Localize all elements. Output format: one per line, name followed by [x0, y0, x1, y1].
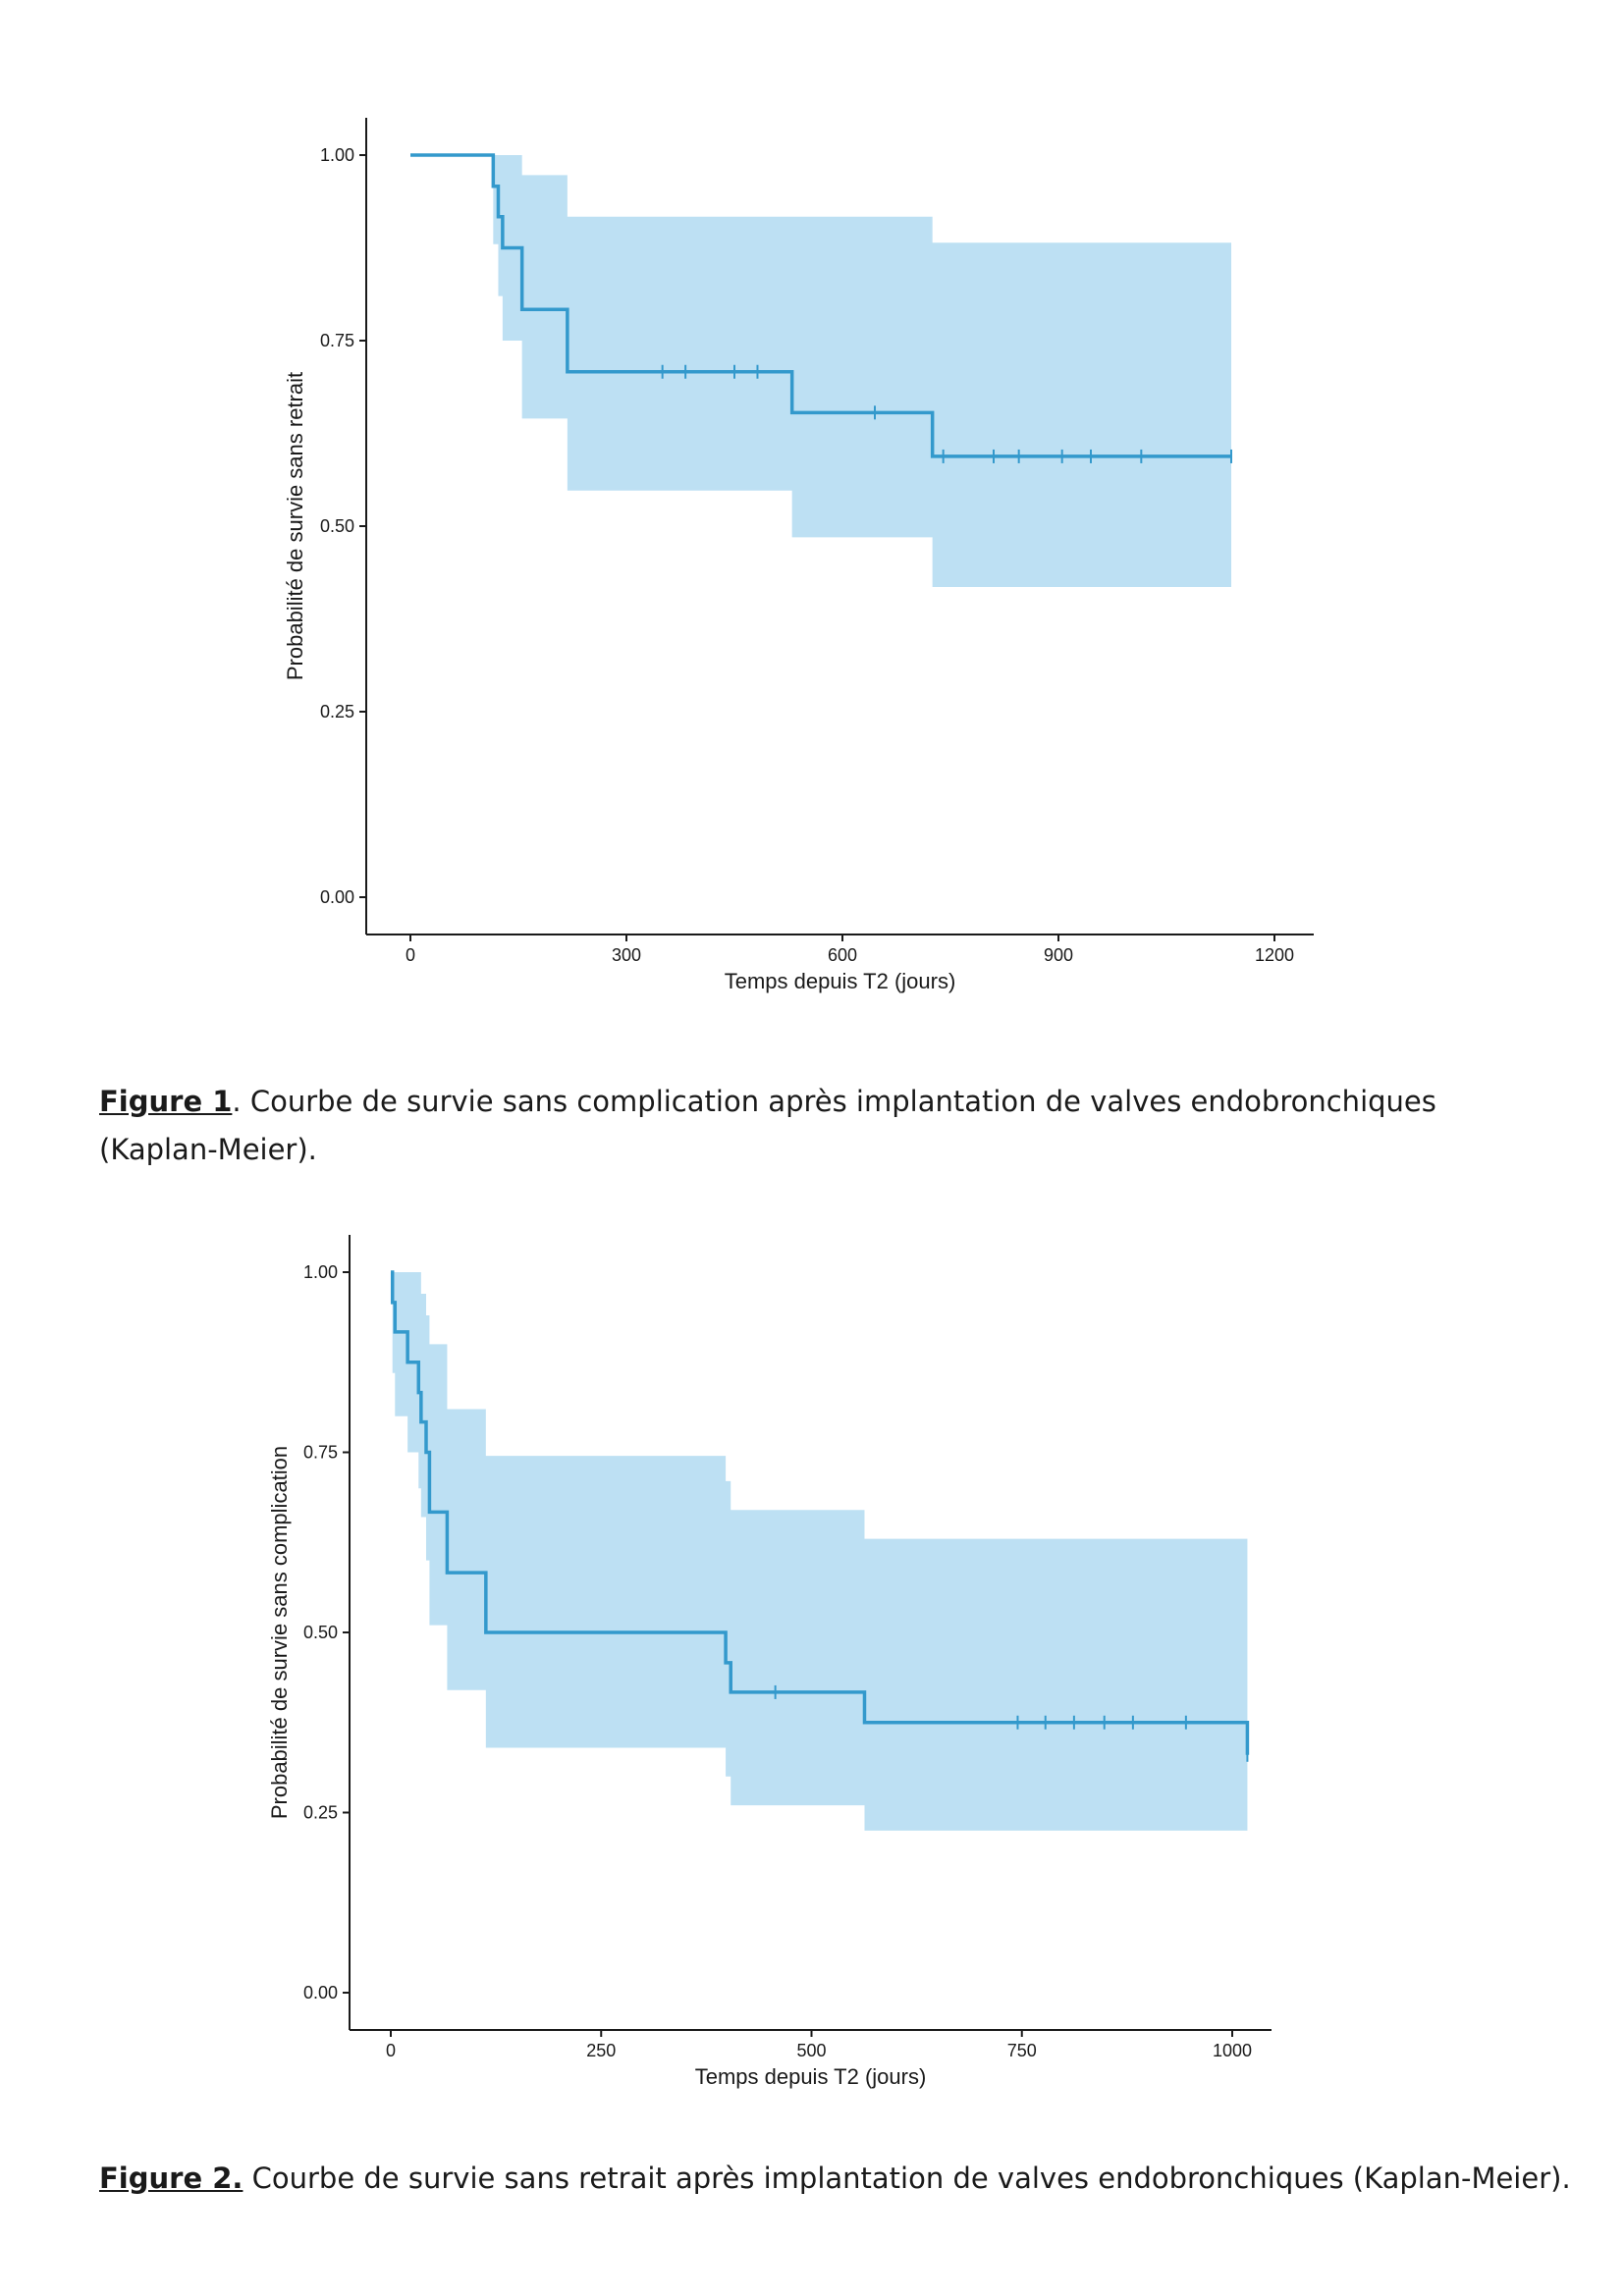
y-tick-label: 0.50 [320, 516, 354, 536]
x-tick-label: 1000 [1213, 2041, 1252, 2060]
y-tick-label: 1.00 [320, 145, 354, 165]
km-chart-1: 0.00 0.25 0.50 0.75 1.00 0 300 600 900 1200 Temps … [283, 118, 1314, 993]
y-tick-label: 0.00 [320, 887, 354, 907]
survival-curve [410, 153, 1231, 458]
y-tick-label: 0.25 [320, 702, 354, 721]
x-tick-label: 1200 [1255, 945, 1294, 965]
x-axis-title: Temps depuis T2 (jours) [725, 969, 956, 993]
figure-1-caption: Figure 1. Courbe de survie sans complica… [99, 1078, 1474, 1174]
x-tick-label: 0 [386, 2041, 396, 2060]
y-axis-title: Probabilité de survie sans complication [267, 1446, 292, 1819]
figure-1-text: . Courbe de survie sans complication apr… [99, 1085, 1436, 1166]
x-tick-label: 250 [586, 2041, 616, 2060]
x-tick-label: 0 [406, 945, 415, 965]
x-tick-label: 600 [828, 945, 857, 965]
y-tick-label: 0.00 [303, 1983, 338, 2002]
x-tick-label: 500 [796, 2041, 826, 2060]
confidence-band [410, 155, 1231, 587]
figure-1-label: Figure 1 [99, 1085, 233, 1118]
x-axis-title: Temps depuis T2 (jours) [695, 2064, 927, 2089]
figure-2-caption: Figure 2. Courbe de survie sans retrait … [99, 2155, 1611, 2203]
km-chart-2: 0.00 0.25 0.50 0.75 1.00 0 250 500 750 1000 Temps … [267, 1235, 1272, 2089]
x-tick-label: 750 [1007, 2041, 1037, 2060]
y-tick-label: 0.75 [320, 331, 354, 350]
figure-2-text: Courbe de survie sans retrait après impl… [243, 2162, 1571, 2195]
figure-2-label: Figure 2. [99, 2162, 244, 2195]
y-tick-label: 1.00 [303, 1262, 338, 1282]
survival-curve [390, 1270, 1250, 1755]
y-tick-label: 0.75 [303, 1443, 338, 1463]
x-tick-label: 900 [1044, 945, 1073, 965]
x-tick-label: 300 [612, 945, 641, 965]
y-tick-label: 0.50 [303, 1623, 338, 1642]
y-axis-title: Probabilité de survie sans retrait [283, 372, 307, 680]
confidence-band [391, 1272, 1248, 1860]
y-tick-label: 0.25 [303, 1803, 338, 1823]
